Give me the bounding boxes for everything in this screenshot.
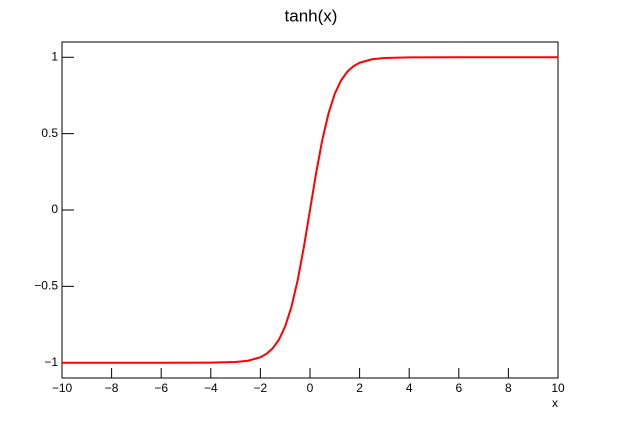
x-tick-label: 6 [455, 381, 462, 395]
x-tick-label: −2 [254, 381, 268, 395]
x-tick-label: 8 [505, 381, 512, 395]
data-line [62, 56, 558, 364]
x-tick-label: 10 [551, 381, 565, 395]
x-tick-label: −4 [204, 381, 218, 395]
x-tick-label: −10 [52, 381, 73, 395]
chart-title: tanh(x) [285, 6, 338, 25]
x-tick-label: −8 [105, 381, 119, 395]
y-tick-label: 0 [51, 202, 58, 216]
y-tick-label: −0.5 [34, 279, 58, 293]
x-tick-label: −6 [154, 381, 168, 395]
y-tick-label: −1 [44, 355, 58, 369]
y-tick-label: 1 [51, 49, 58, 63]
x-tick-label: 2 [356, 381, 363, 395]
x-tick-label: 0 [307, 381, 314, 395]
y-tick-label: 0.5 [41, 126, 58, 140]
x-tick-label: 4 [406, 381, 413, 395]
x-axis-label: x [552, 396, 558, 410]
